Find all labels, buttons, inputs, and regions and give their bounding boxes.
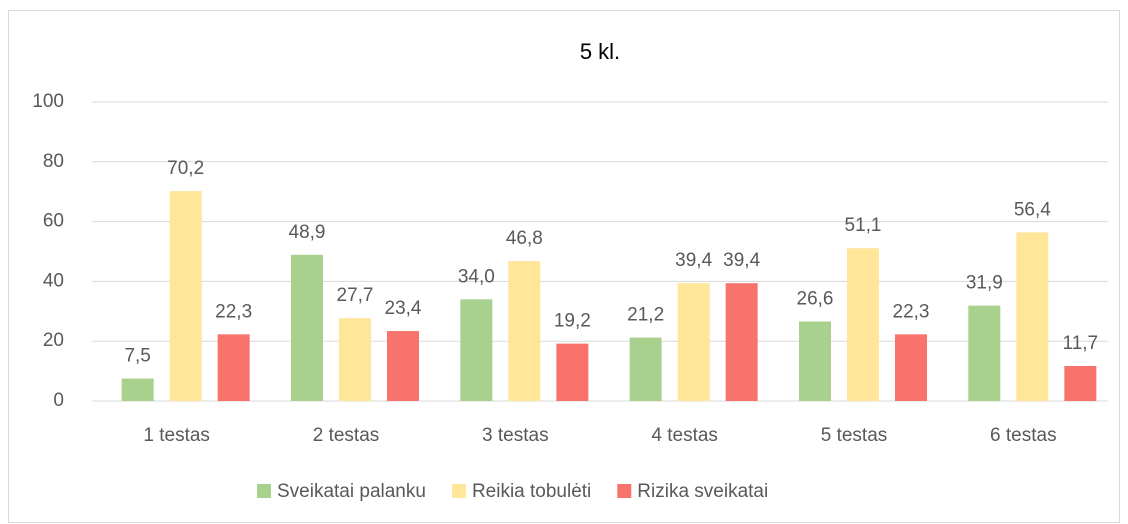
data-label: 46,8 — [506, 228, 543, 249]
bar — [121, 378, 154, 401]
legend-label: Sveikatai palanku — [277, 481, 426, 502]
bar — [968, 305, 1001, 401]
legend-swatch — [257, 484, 271, 498]
y-tick-label: 100 — [32, 91, 64, 112]
data-label: 26,6 — [797, 288, 834, 309]
data-label: 11,7 — [1063, 333, 1099, 354]
x-tick-label: 1 testas — [143, 425, 210, 446]
legend-swatch — [451, 484, 466, 498]
data-label: 31,9 — [966, 273, 1003, 294]
y-tick-label: 60 — [43, 211, 64, 232]
bar — [895, 334, 927, 401]
bar — [799, 321, 831, 401]
data-label: 39,4 — [675, 250, 712, 271]
data-label: 19,2 — [554, 311, 591, 332]
chart-title: 5 kl. — [580, 39, 620, 64]
bar — [629, 337, 662, 401]
data-label: 21,2 — [627, 305, 664, 326]
legend-label: Reikia tobulėti — [472, 481, 591, 502]
x-tick-label: 3 testas — [482, 425, 549, 446]
data-label: 22,3 — [893, 301, 930, 322]
y-tick-label: 40 — [43, 270, 64, 291]
bar — [508, 261, 541, 401]
bar — [556, 343, 589, 401]
data-label: 70,2 — [167, 158, 204, 179]
bar — [725, 283, 758, 401]
y-tick-label: 20 — [43, 330, 64, 351]
bar — [847, 248, 879, 401]
bar — [1016, 232, 1049, 401]
bar — [677, 283, 710, 401]
data-label: 56,4 — [1014, 199, 1051, 220]
data-label: 27,7 — [337, 285, 374, 306]
bar — [217, 334, 250, 401]
y-tick-label: 0 — [53, 390, 64, 411]
bar — [339, 318, 371, 401]
data-label: 7,5 — [124, 346, 150, 367]
x-tick-label: 6 testas — [990, 425, 1057, 446]
bar — [387, 331, 419, 401]
data-label: 22,3 — [215, 301, 252, 322]
x-tick-label: 2 testas — [313, 425, 380, 446]
legend-label: Rizika sveikatai — [637, 481, 768, 502]
data-label: 51,1 — [845, 215, 882, 236]
data-label: 23,4 — [385, 298, 422, 319]
data-label: 39,4 — [723, 250, 760, 271]
bar — [291, 254, 323, 401]
bar — [460, 299, 493, 401]
data-label: 48,9 — [289, 222, 326, 243]
y-tick-label: 80 — [43, 151, 64, 172]
x-tick-label: 5 testas — [821, 425, 888, 446]
bar — [1064, 366, 1097, 401]
data-label: 34,0 — [458, 266, 495, 287]
bar — [169, 191, 202, 401]
x-tick-label: 4 testas — [651, 425, 718, 446]
legend-swatch — [617, 484, 632, 498]
